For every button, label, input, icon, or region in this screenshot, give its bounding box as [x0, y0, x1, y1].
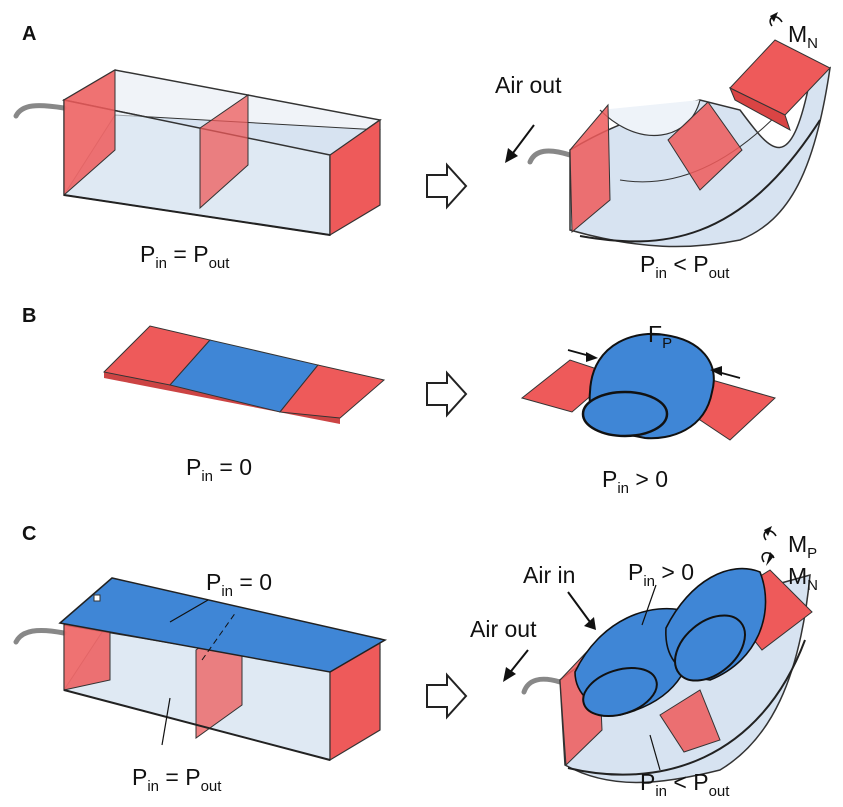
tube — [527, 148, 573, 165]
end-wall-left — [569, 103, 611, 234]
moment-label: MN — [788, 21, 818, 52]
tube — [521, 676, 563, 695]
panel-b-inflated-strip: FP Pin > 0 — [520, 321, 776, 497]
bent-bottom-edge — [579, 119, 821, 243]
bottom-edge — [63, 689, 331, 761]
panel-c-inner-label: Pin > 0 — [628, 559, 694, 590]
inner-label-pointer — [641, 584, 657, 626]
air-port — [93, 594, 101, 602]
end-wall-left — [63, 69, 116, 197]
tube — [13, 103, 67, 119]
end-wall-right-side — [729, 86, 791, 132]
right-pad — [279, 364, 386, 419]
force-arrowhead-left — [586, 352, 598, 362]
panel-a: A Pin = Pout Air out — [13, 12, 831, 282]
panel-c-box: Pin = 0 Pin = Pout — [13, 569, 388, 795]
panel-a-box — [13, 69, 382, 237]
panel-c-left-label: Pin = Pout — [132, 764, 222, 795]
panel-b-left-label: Pin = 0 — [186, 454, 252, 485]
transition-arrow — [426, 370, 468, 418]
bottom-label-pointer — [161, 697, 171, 746]
panel-c-letter: C — [22, 523, 36, 545]
air-in-arrow — [567, 591, 591, 623]
moment-n-label: MN — [788, 563, 818, 594]
panel-a-letter: A — [22, 23, 36, 45]
bent-bottom-edge — [567, 639, 806, 776]
panel-b-letter: B — [22, 305, 36, 327]
cell-1-end-cap — [582, 667, 658, 717]
bent-top-arc — [599, 99, 701, 136]
panel-b-flat-strip — [102, 325, 386, 424]
middle-wall — [667, 101, 743, 191]
middle-wall — [199, 94, 249, 210]
panel-a-bent-actuator: Air out Pin < Pout MN — [495, 12, 831, 282]
middle-wall — [659, 689, 721, 753]
panel-c: C Pin = 0 Pin = Pout Air in — [13, 523, 818, 800]
air-out-arrow — [509, 124, 535, 158]
tube — [13, 627, 67, 645]
panel-a-right-label: Pin < Pout — [640, 251, 730, 282]
panel-b-right-label: Pin > 0 — [602, 466, 668, 497]
box-bottom-edge — [63, 194, 331, 236]
moment-p-label: MP — [788, 531, 817, 562]
moment-arrowhead — [770, 12, 778, 22]
panel-c-right-label: Pin < Pout — [640, 769, 730, 800]
blue-top-membrane — [58, 577, 388, 673]
air-out-label: Air out — [495, 72, 562, 98]
bottom-label-pointer — [649, 734, 661, 771]
force-arrowhead-right — [710, 366, 722, 376]
panel-b: B Pin = 0 FP Pin > 0 — [22, 305, 776, 497]
cell-2-end-cap — [674, 614, 746, 682]
panel-c-top-label: Pin = 0 — [206, 569, 272, 600]
panel-a-left-label: Pin = Pout — [140, 241, 230, 272]
transition-arrow — [426, 672, 468, 720]
panel-c-bent-actuator: Air in Air out Pin > 0 Pin < Pout — [470, 526, 818, 800]
force-label: FP — [648, 321, 672, 352]
air-in-label: Air in — [523, 562, 575, 588]
transition-arrow — [426, 162, 468, 210]
moment-arrowhead-p — [764, 526, 772, 536]
top-label-pointer — [169, 599, 209, 623]
air-out-label: Air out — [470, 616, 537, 642]
end-wall-right — [329, 118, 381, 237]
membrane-end-cap — [581, 390, 669, 438]
air-in-arrowhead — [584, 617, 596, 630]
air-out-arrowhead — [505, 148, 518, 163]
air-out-arrowhead — [503, 667, 516, 682]
moment-arrowhead-n — [766, 552, 774, 566]
